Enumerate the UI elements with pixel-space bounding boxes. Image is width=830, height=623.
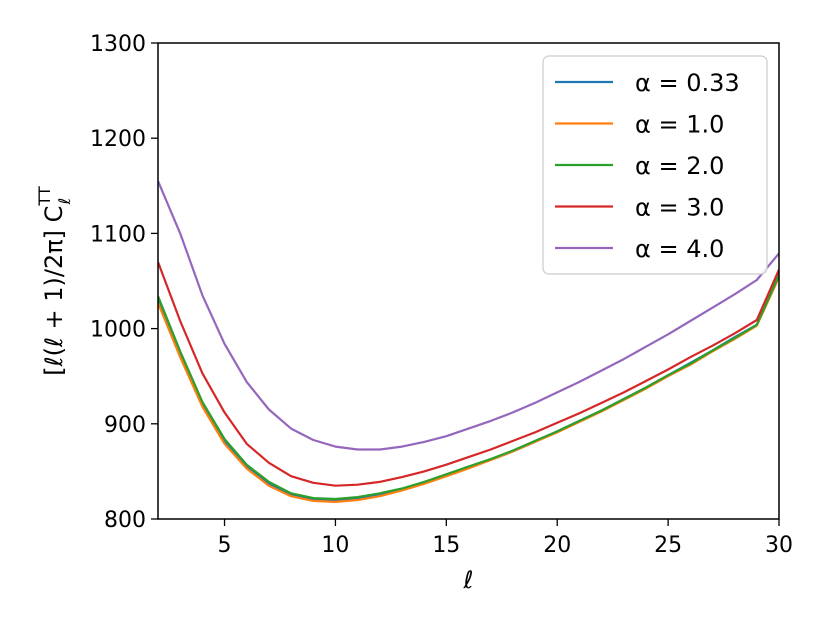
x-tick-label: 10 (321, 533, 349, 558)
y-axis-label: [ℓ(ℓ + 1)/2π] CTTℓ (35, 186, 74, 376)
y-tick-label: 1000 (90, 318, 146, 343)
y-tick-label: 1100 (90, 222, 146, 247)
legend-label: α = 1.0 (635, 111, 724, 139)
legend-label: α = 0.33 (635, 69, 740, 97)
legend-label: α = 2.0 (635, 152, 724, 180)
legend: α = 0.33 α = 1.0 α = 2.0 α = 3.0 α = 4.0 (542, 55, 768, 275)
series-group (158, 180, 779, 503)
x-tick-label: 25 (654, 533, 682, 558)
legend-box (542, 55, 768, 275)
legend-label: α = 3.0 (635, 194, 724, 222)
series-line-3 (158, 274, 779, 501)
series-line-5 (158, 180, 779, 451)
x-axis-label: ℓ (463, 566, 474, 594)
x-tick-label: 20 (543, 533, 571, 558)
x-tick-label: 5 (218, 533, 232, 558)
legend-label: α = 4.0 (635, 235, 724, 263)
x-tick-label: 15 (432, 533, 460, 558)
y-tick-label: 1200 (90, 127, 146, 152)
y-axis-label-main: [ℓ(ℓ + 1)/2π] C (40, 206, 68, 376)
series-line-4 (158, 261, 779, 487)
plot-frame (157, 42, 780, 520)
y-axis-label-subscript: ℓ (55, 198, 74, 206)
y-tick-label: 900 (104, 413, 146, 438)
y-axis-label-superscript: TT (35, 186, 54, 206)
y-tick-label: 1300 (90, 32, 146, 57)
x-tick-label: 30 (765, 533, 793, 558)
y-tick-label: 800 (104, 508, 146, 533)
ticks-group: 5 10 15 20 25 30 800 900 1000 1100 1200 1300 (90, 32, 793, 558)
